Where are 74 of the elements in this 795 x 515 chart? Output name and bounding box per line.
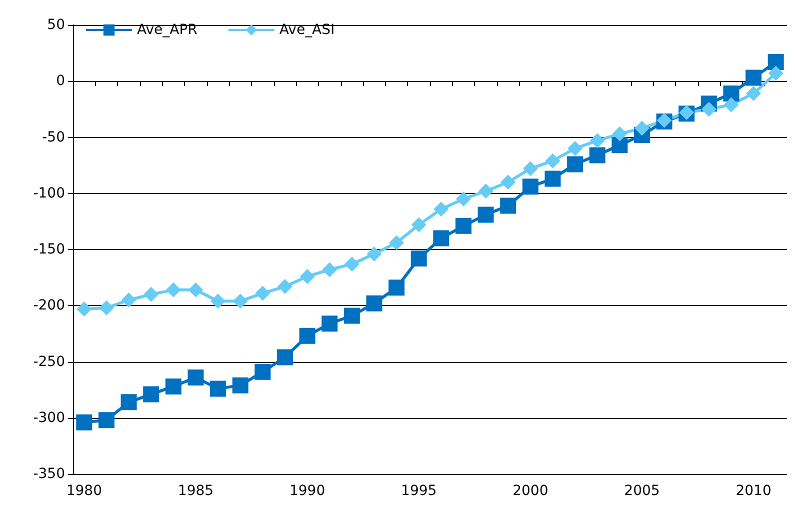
x-tick-label: 1985	[178, 483, 214, 499]
point	[144, 286, 159, 302]
point	[120, 394, 137, 410]
point	[121, 292, 136, 308]
point	[411, 217, 426, 232]
x-tick-label: 1995	[401, 483, 437, 499]
point	[522, 161, 538, 176]
point	[590, 133, 605, 148]
x-tick-label: 2000	[512, 483, 548, 499]
point	[255, 286, 270, 301]
point	[210, 294, 226, 309]
point	[232, 377, 248, 394]
point	[478, 184, 494, 199]
point	[612, 126, 628, 142]
y-tick-label: -350	[33, 466, 65, 482]
point	[300, 268, 315, 284]
point	[723, 85, 740, 102]
point	[76, 301, 92, 316]
y-tick-label: 50	[47, 17, 65, 33]
point	[544, 170, 561, 187]
point	[98, 300, 114, 316]
point	[522, 178, 538, 195]
point	[433, 230, 450, 246]
point	[76, 414, 92, 430]
point	[456, 191, 471, 206]
x-tick-label: 1990	[289, 483, 326, 499]
point	[143, 386, 160, 402]
y-tick-label: 0	[56, 73, 65, 90]
point	[344, 256, 360, 272]
point	[366, 295, 382, 312]
point	[276, 349, 293, 366]
y-tick-label: -50	[42, 129, 65, 146]
y-tick-label: -100	[33, 185, 65, 202]
point	[166, 282, 181, 298]
point	[634, 120, 650, 136]
point	[768, 54, 784, 70]
point	[188, 282, 204, 298]
point	[701, 102, 716, 117]
point	[322, 316, 338, 332]
point	[165, 378, 182, 394]
point	[567, 156, 584, 172]
point	[500, 174, 516, 190]
x-tick-label: 1980	[66, 483, 102, 499]
x-tick-label: 2010	[736, 483, 772, 499]
point	[98, 412, 114, 428]
point	[210, 380, 226, 397]
y-tick-label: -200	[33, 298, 65, 314]
point	[322, 262, 338, 278]
point	[299, 328, 316, 344]
point	[389, 235, 404, 250]
point	[388, 280, 405, 296]
point	[568, 140, 583, 156]
point	[232, 294, 248, 309]
point	[746, 70, 762, 86]
point	[254, 364, 271, 380]
point	[277, 279, 292, 294]
y-tick-label: -300	[33, 410, 65, 426]
point	[589, 147, 606, 164]
y-tick-label: -150	[33, 242, 65, 258]
point	[366, 246, 382, 262]
point	[434, 202, 449, 217]
point	[455, 218, 472, 234]
point	[724, 97, 739, 112]
point	[768, 66, 784, 81]
point	[612, 137, 628, 154]
point	[500, 198, 516, 214]
x-tick-label: 2005	[624, 483, 660, 499]
point	[410, 250, 427, 266]
point	[344, 308, 360, 324]
point	[188, 369, 204, 386]
point	[478, 206, 494, 223]
y-tick-label: -250	[33, 354, 65, 370]
point	[545, 153, 560, 168]
point	[746, 86, 762, 101]
